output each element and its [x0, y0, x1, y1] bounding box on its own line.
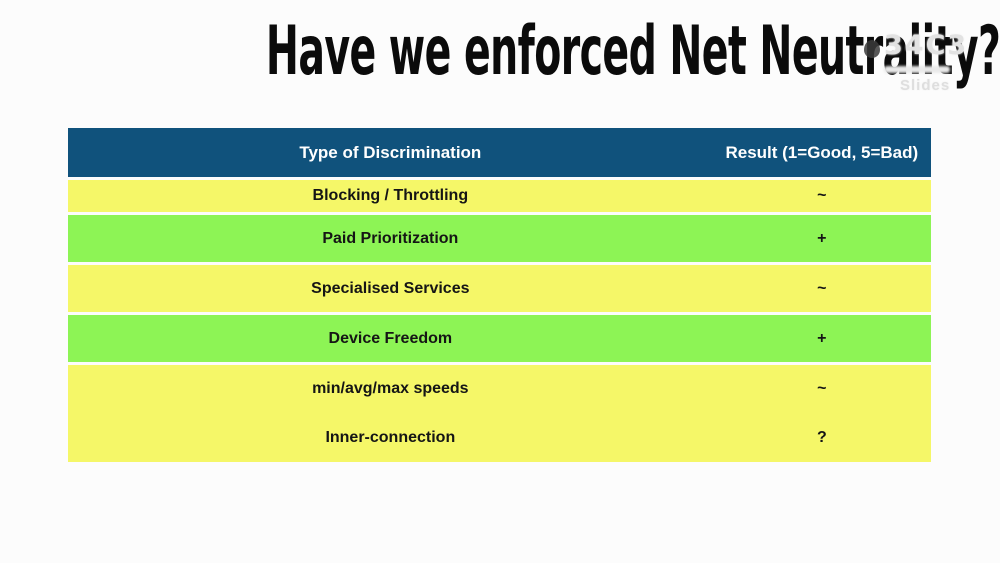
table-row: Device Freedom + — [68, 315, 931, 365]
results-table: Type of Discrimination Result (1=Good, 5… — [68, 128, 931, 462]
result-cell: ~ — [817, 380, 827, 397]
result-cell: + — [817, 229, 827, 247]
result-cell: ~ — [817, 187, 827, 204]
result-cell: ~ — [817, 279, 827, 297]
type-cell: Blocking / Throttling — [312, 187, 469, 204]
type-cell: Inner-connection — [325, 428, 456, 446]
slide-title-text: Have we enforced Net Neutrality? — [265, 12, 1000, 91]
table-row: Inner-connection ? — [68, 413, 931, 462]
type-cell: min/avg/max speeds — [312, 380, 469, 397]
result-cell: ? — [816, 428, 827, 446]
type-cell: Specialised Services — [311, 279, 470, 297]
column-header-result: Result (1=Good, 5=Bad) — [725, 142, 919, 162]
table-row: Paid Prioritization + — [68, 215, 931, 265]
table-row: Specialised Services ~ — [68, 265, 931, 315]
column-header-type: Type of Discrimination — [299, 142, 482, 162]
type-cell: Paid Prioritization — [322, 229, 459, 247]
table-header-row: Type of Discrimination Result (1=Good, 5… — [68, 128, 931, 180]
table-row: Blocking / Throttling ~ — [68, 180, 931, 215]
table-row: min/avg/max speeds ~ — [68, 365, 931, 413]
type-cell: Device Freedom — [328, 329, 453, 347]
result-cell: + — [817, 329, 827, 347]
slide-title: Have we enforced Net Neutrality? — [0, 12, 1000, 91]
table-body: Blocking / Throttling ~ Paid Prioritizat… — [68, 180, 931, 462]
